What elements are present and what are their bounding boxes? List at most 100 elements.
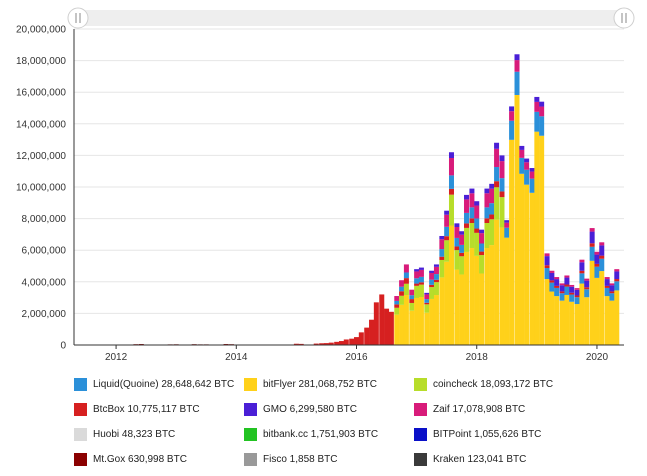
bar — [549, 270, 555, 345]
bar-segment — [564, 286, 570, 295]
scrollbar-left-handle[interactable] — [67, 7, 89, 29]
bar-segment — [604, 287, 610, 297]
legend-swatch — [244, 453, 257, 466]
bar-segment — [509, 120, 515, 140]
bar-segment — [599, 255, 605, 259]
legend-item[interactable]: Fisco 1,858 BTC — [244, 453, 337, 466]
legend-item[interactable]: Zaif 17,078,908 BTC — [414, 403, 525, 416]
bar-segment — [323, 343, 329, 345]
legend-swatch — [244, 378, 257, 391]
bar-segment — [554, 279, 560, 286]
bar-segment — [484, 207, 490, 219]
bar — [338, 341, 344, 345]
bar-segment — [298, 343, 304, 345]
bar — [454, 223, 460, 345]
y-tick-label: 18,000,000 — [16, 56, 66, 67]
bar-segment — [609, 283, 615, 286]
bar-segment — [484, 218, 490, 223]
bar — [444, 210, 450, 345]
bar-segment — [433, 274, 439, 280]
bar — [604, 277, 610, 345]
bar-segment — [403, 283, 409, 296]
bar-segment — [469, 193, 475, 208]
bar-segment — [474, 228, 480, 233]
legend-item[interactable]: Huobi 48,323 BTC — [74, 428, 175, 441]
scrollbar-track[interactable] — [78, 10, 626, 26]
legend-item[interactable]: bitFlyer 281,068,752 BTC — [244, 378, 377, 391]
bar-segment — [409, 289, 415, 296]
bar-segment — [464, 199, 470, 213]
bar-segment — [559, 293, 565, 301]
bar — [494, 142, 500, 345]
bar-segment — [499, 227, 505, 345]
bar-segment — [489, 188, 495, 204]
legend-item[interactable]: Mt.Gox 630,998 BTC — [74, 453, 187, 466]
legend-item[interactable]: GMO 6,299,580 BTC — [244, 403, 357, 416]
bar-segment — [574, 295, 580, 298]
bar-segment — [544, 253, 550, 257]
bar-segment — [479, 273, 485, 345]
bar-segment — [313, 343, 319, 345]
bar-segment — [474, 201, 480, 206]
bar-segment — [328, 342, 334, 345]
bar-segment — [569, 301, 575, 345]
bar-segment — [464, 212, 470, 224]
bar-segment — [524, 184, 530, 345]
bar-segment — [594, 254, 600, 264]
legend-item[interactable]: BtcBox 10,775,117 BTC — [74, 403, 200, 416]
bar-segment — [429, 298, 435, 345]
legend-item[interactable]: bitbank.cc 1,751,903 BTC — [244, 428, 378, 441]
legend-swatch — [74, 428, 87, 441]
bar-segment — [544, 279, 550, 345]
bar-segment — [529, 192, 535, 345]
bar — [403, 264, 409, 345]
bar — [433, 264, 439, 345]
bar-segment — [559, 283, 565, 286]
bar-segment — [504, 220, 510, 223]
legend-label: BITPoint 1,055,626 BTC — [433, 429, 542, 440]
bar-segment — [614, 281, 620, 291]
bar-segment — [399, 280, 405, 287]
legend-item[interactable]: BITPoint 1,055,626 BTC — [414, 428, 541, 441]
bar-segment — [469, 188, 475, 194]
bar — [509, 106, 515, 345]
legend-swatch — [414, 428, 427, 441]
bar — [343, 339, 349, 345]
bar-segment — [369, 319, 375, 345]
legend-item[interactable]: Kraken 123,041 BTC — [414, 453, 526, 466]
bar-segment — [399, 291, 405, 296]
bar-segment — [484, 193, 490, 208]
bar-segment — [454, 246, 460, 251]
scrollbar-right-handle[interactable] — [613, 7, 635, 29]
bar — [319, 343, 325, 345]
bar-segment — [564, 284, 570, 287]
bar-segment — [343, 339, 349, 345]
bar-segment — [589, 260, 595, 345]
scrollbar[interactable] — [67, 7, 635, 29]
bar-segment — [494, 167, 500, 182]
bar — [479, 229, 485, 345]
bar-segment — [554, 287, 560, 297]
bar — [349, 338, 355, 345]
bar-segment — [414, 269, 420, 272]
bar-segment — [334, 341, 340, 345]
legend-label: Kraken 123,041 BTC — [433, 454, 527, 465]
bar — [599, 242, 605, 345]
bar-segment — [418, 296, 424, 345]
x-tick-label: 2016 — [345, 352, 368, 363]
bar-segment — [459, 234, 465, 245]
bar — [469, 188, 475, 345]
bar — [579, 259, 585, 345]
bar-segment — [439, 277, 445, 345]
bar-segment — [529, 171, 535, 179]
bar-segment — [609, 291, 615, 294]
legend-label: coincheck 18,093,172 BTC — [433, 379, 554, 390]
legend-swatch — [414, 453, 427, 466]
legend-item[interactable]: Liquid(Quoine) 28,648,642 BTC — [74, 378, 234, 391]
bar-segment — [489, 203, 495, 215]
y-tick-label: 10,000,000 — [16, 183, 66, 194]
bar — [474, 201, 480, 345]
bar-segment — [439, 249, 445, 257]
legend-item[interactable]: coincheck 18,093,172 BTC — [414, 378, 553, 391]
bar-segment — [479, 229, 485, 234]
